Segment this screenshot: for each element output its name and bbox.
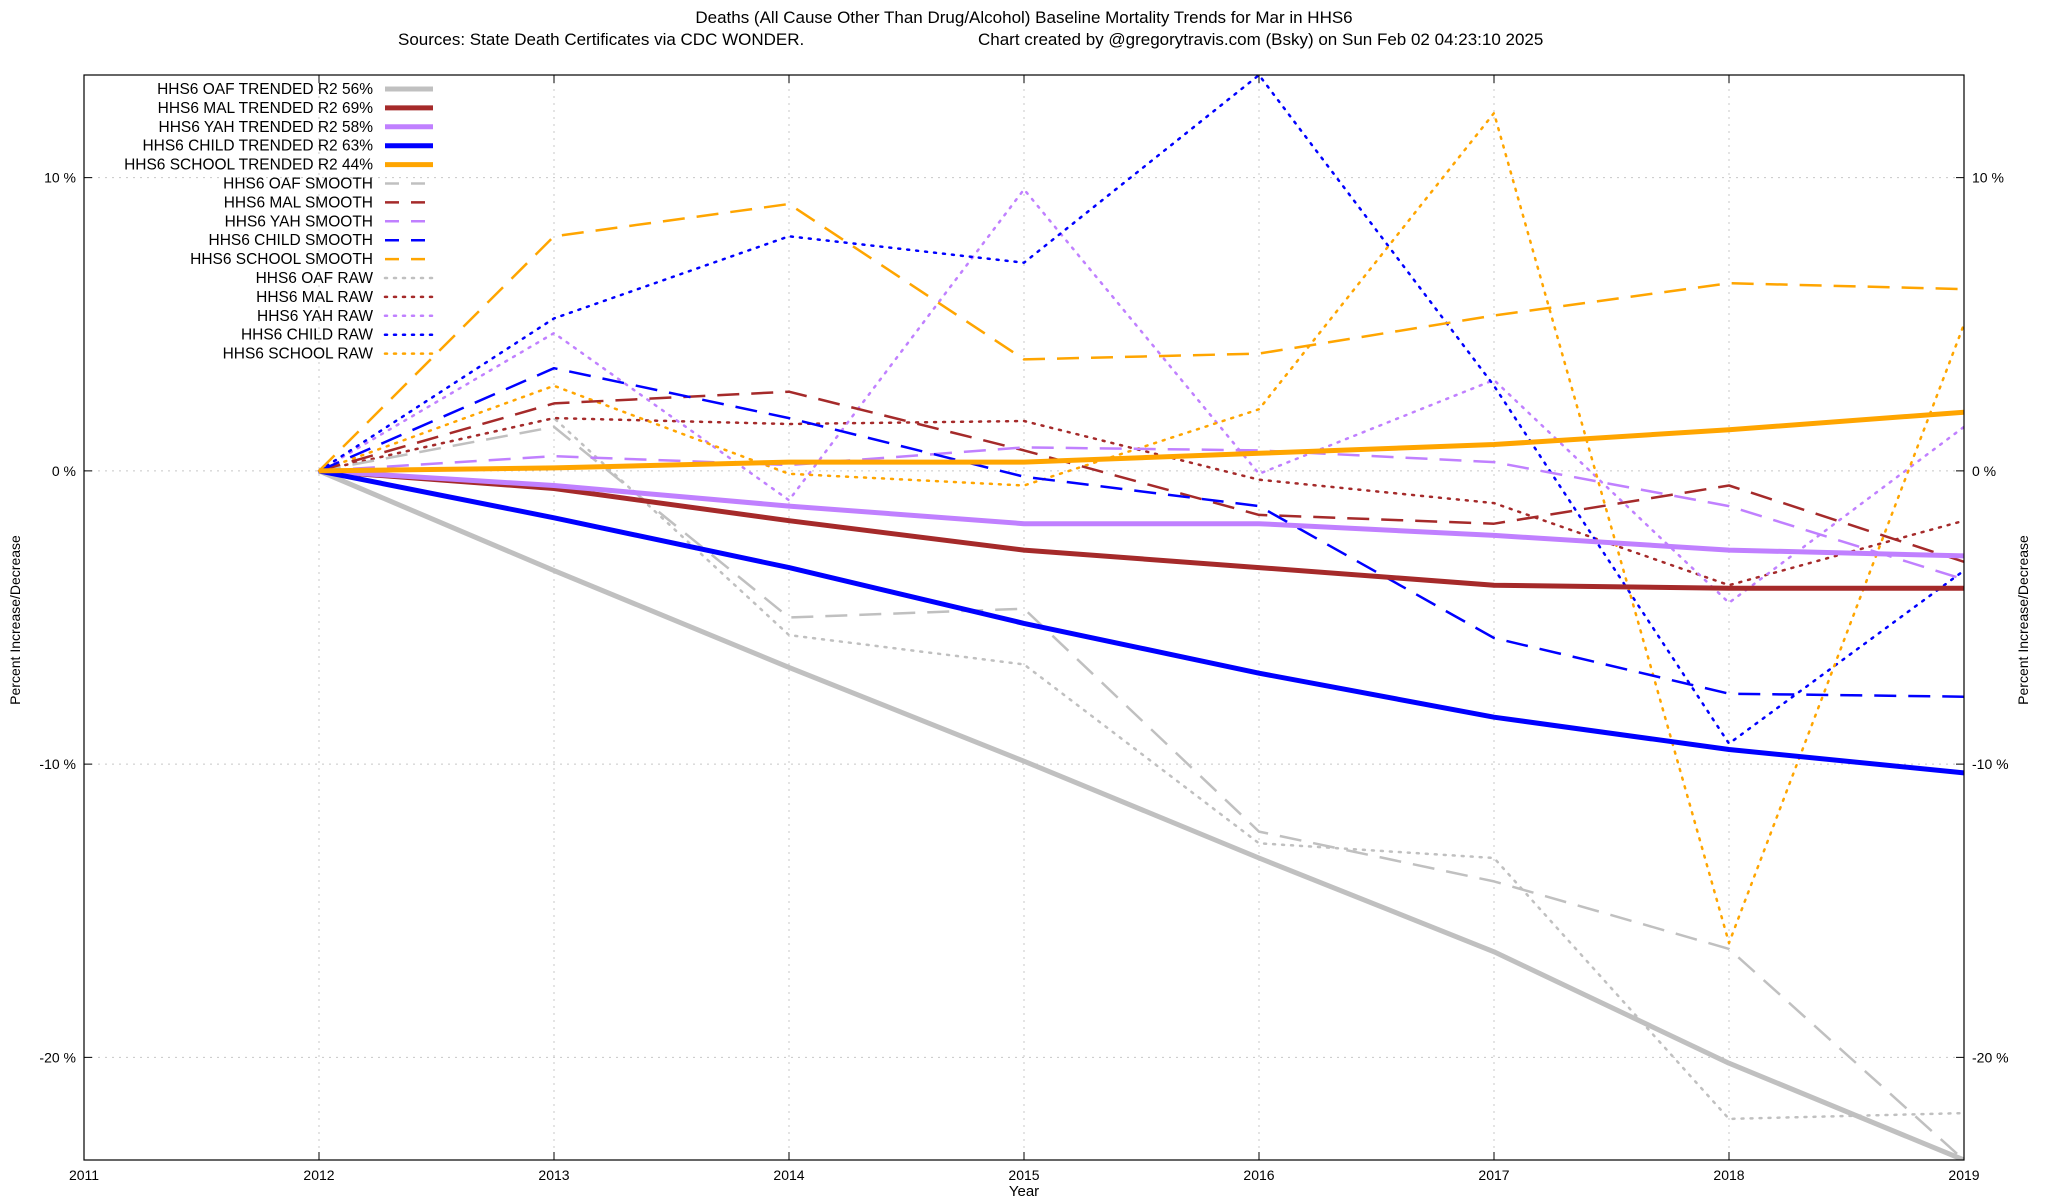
series-line-hhs6-school-trended-r2-44 bbox=[318, 409, 1964, 474]
series-lines bbox=[317, 75, 1964, 1160]
legend-label: HHS6 MAL RAW bbox=[256, 289, 373, 306]
legend-label: HHS6 YAH TRENDED R2 58% bbox=[159, 119, 374, 136]
legend-label: HHS6 CHILD TRENDED R2 63% bbox=[142, 138, 373, 155]
legend-label: HHS6 CHILD RAW bbox=[241, 327, 373, 344]
legend-label: HHS6 OAF SMOOTH bbox=[223, 176, 373, 193]
legend-label: HHS6 CHILD SMOOTH bbox=[209, 232, 374, 249]
series-line-hhs6-school-raw bbox=[317, 111, 1964, 945]
x-tick-label: 2019 bbox=[1948, 1167, 1979, 1183]
x-axis-label: Year bbox=[1009, 1183, 1039, 1200]
y-tick-label-right: -20 % bbox=[1972, 1049, 2009, 1065]
series-line-hhs6-mal-raw bbox=[317, 416, 1964, 587]
x-tick-label: 2018 bbox=[1713, 1167, 1744, 1183]
series-line-hhs6-child-raw bbox=[317, 75, 1964, 745]
legend-label: HHS6 SCHOOL TRENDED R2 44% bbox=[124, 157, 373, 174]
legend-label: HHS6 YAH RAW bbox=[257, 308, 373, 325]
series-line-hhs6-yah-trended-r2-58 bbox=[318, 468, 1964, 559]
legend-label: HHS6 SCHOOL RAW bbox=[223, 346, 374, 363]
y-tick-label-left: -20 % bbox=[39, 1049, 76, 1065]
x-tick-label: 2012 bbox=[303, 1167, 334, 1183]
legend-label: HHS6 SCHOOL SMOOTH bbox=[190, 251, 373, 268]
chart-title: Deaths (All Cause Other Than Drug/Alcoho… bbox=[695, 8, 1352, 27]
x-tick-label: 2017 bbox=[1478, 1167, 1509, 1183]
grid bbox=[84, 75, 1964, 1160]
series-line-hhs6-child-smooth bbox=[318, 366, 1964, 698]
chart-subtitle-credit: Chart created by @gregorytravis.com (Bsk… bbox=[978, 30, 1543, 49]
x-tick-label: 2011 bbox=[69, 1167, 99, 1183]
series-line-hhs6-yah-smooth bbox=[318, 446, 1964, 581]
series-line-hhs6-yah-raw bbox=[317, 188, 1964, 605]
y-tick-label-left: 10 % bbox=[44, 170, 76, 186]
axes: 2011 2012 2013 2014 2015 2016 2017 2018 2019 10 %… bbox=[39, 75, 2009, 1183]
y-axis-label-left: Percent Increase/Decrease bbox=[7, 535, 23, 705]
series-line-hhs6-school-smooth bbox=[318, 202, 1964, 472]
series-line-hhs6-oaf-raw bbox=[317, 416, 1964, 1121]
y-tick-label-right: 10 % bbox=[1972, 170, 2004, 186]
legend-label: HHS6 YAH SMOOTH bbox=[225, 213, 373, 230]
chart-subtitle-sources: Sources: State Death Certificates via CD… bbox=[398, 30, 804, 49]
x-tick-label: 2016 bbox=[1243, 1167, 1274, 1183]
y-tick-label-left: 0 % bbox=[52, 463, 76, 479]
y-tick-label-left: -10 % bbox=[39, 756, 76, 772]
legend-label: HHS6 OAF RAW bbox=[256, 270, 374, 287]
series-line-hhs6-oaf-trended-r2-56 bbox=[318, 468, 1964, 1160]
legend-label: HHS6 OAF TRENDED R2 56% bbox=[157, 81, 373, 98]
x-tick-label: 2013 bbox=[538, 1167, 569, 1183]
series-line-hhs6-oaf-smooth bbox=[318, 425, 1964, 1160]
legend: HHS6 OAF TRENDED R2 56% HHS6 MAL TRENDED … bbox=[124, 81, 435, 363]
y-axis-label-right: Percent Increase/Decrease bbox=[2015, 535, 2031, 705]
x-tick-label: 2014 bbox=[773, 1167, 804, 1183]
legend-label: HHS6 MAL TRENDED R2 69% bbox=[158, 100, 374, 117]
series-line-hhs6-mal-trended-r2-69 bbox=[318, 468, 1964, 591]
x-tick-label: 2015 bbox=[1008, 1167, 1039, 1183]
series-line-hhs6-mal-smooth bbox=[318, 390, 1964, 563]
y-tick-label-right: -10 % bbox=[1972, 756, 2009, 772]
y-tick-label-right: 0 % bbox=[1972, 463, 1996, 479]
series-line-hhs6-child-trended-r2-63 bbox=[318, 468, 1964, 776]
legend-label: HHS6 MAL SMOOTH bbox=[224, 194, 373, 211]
